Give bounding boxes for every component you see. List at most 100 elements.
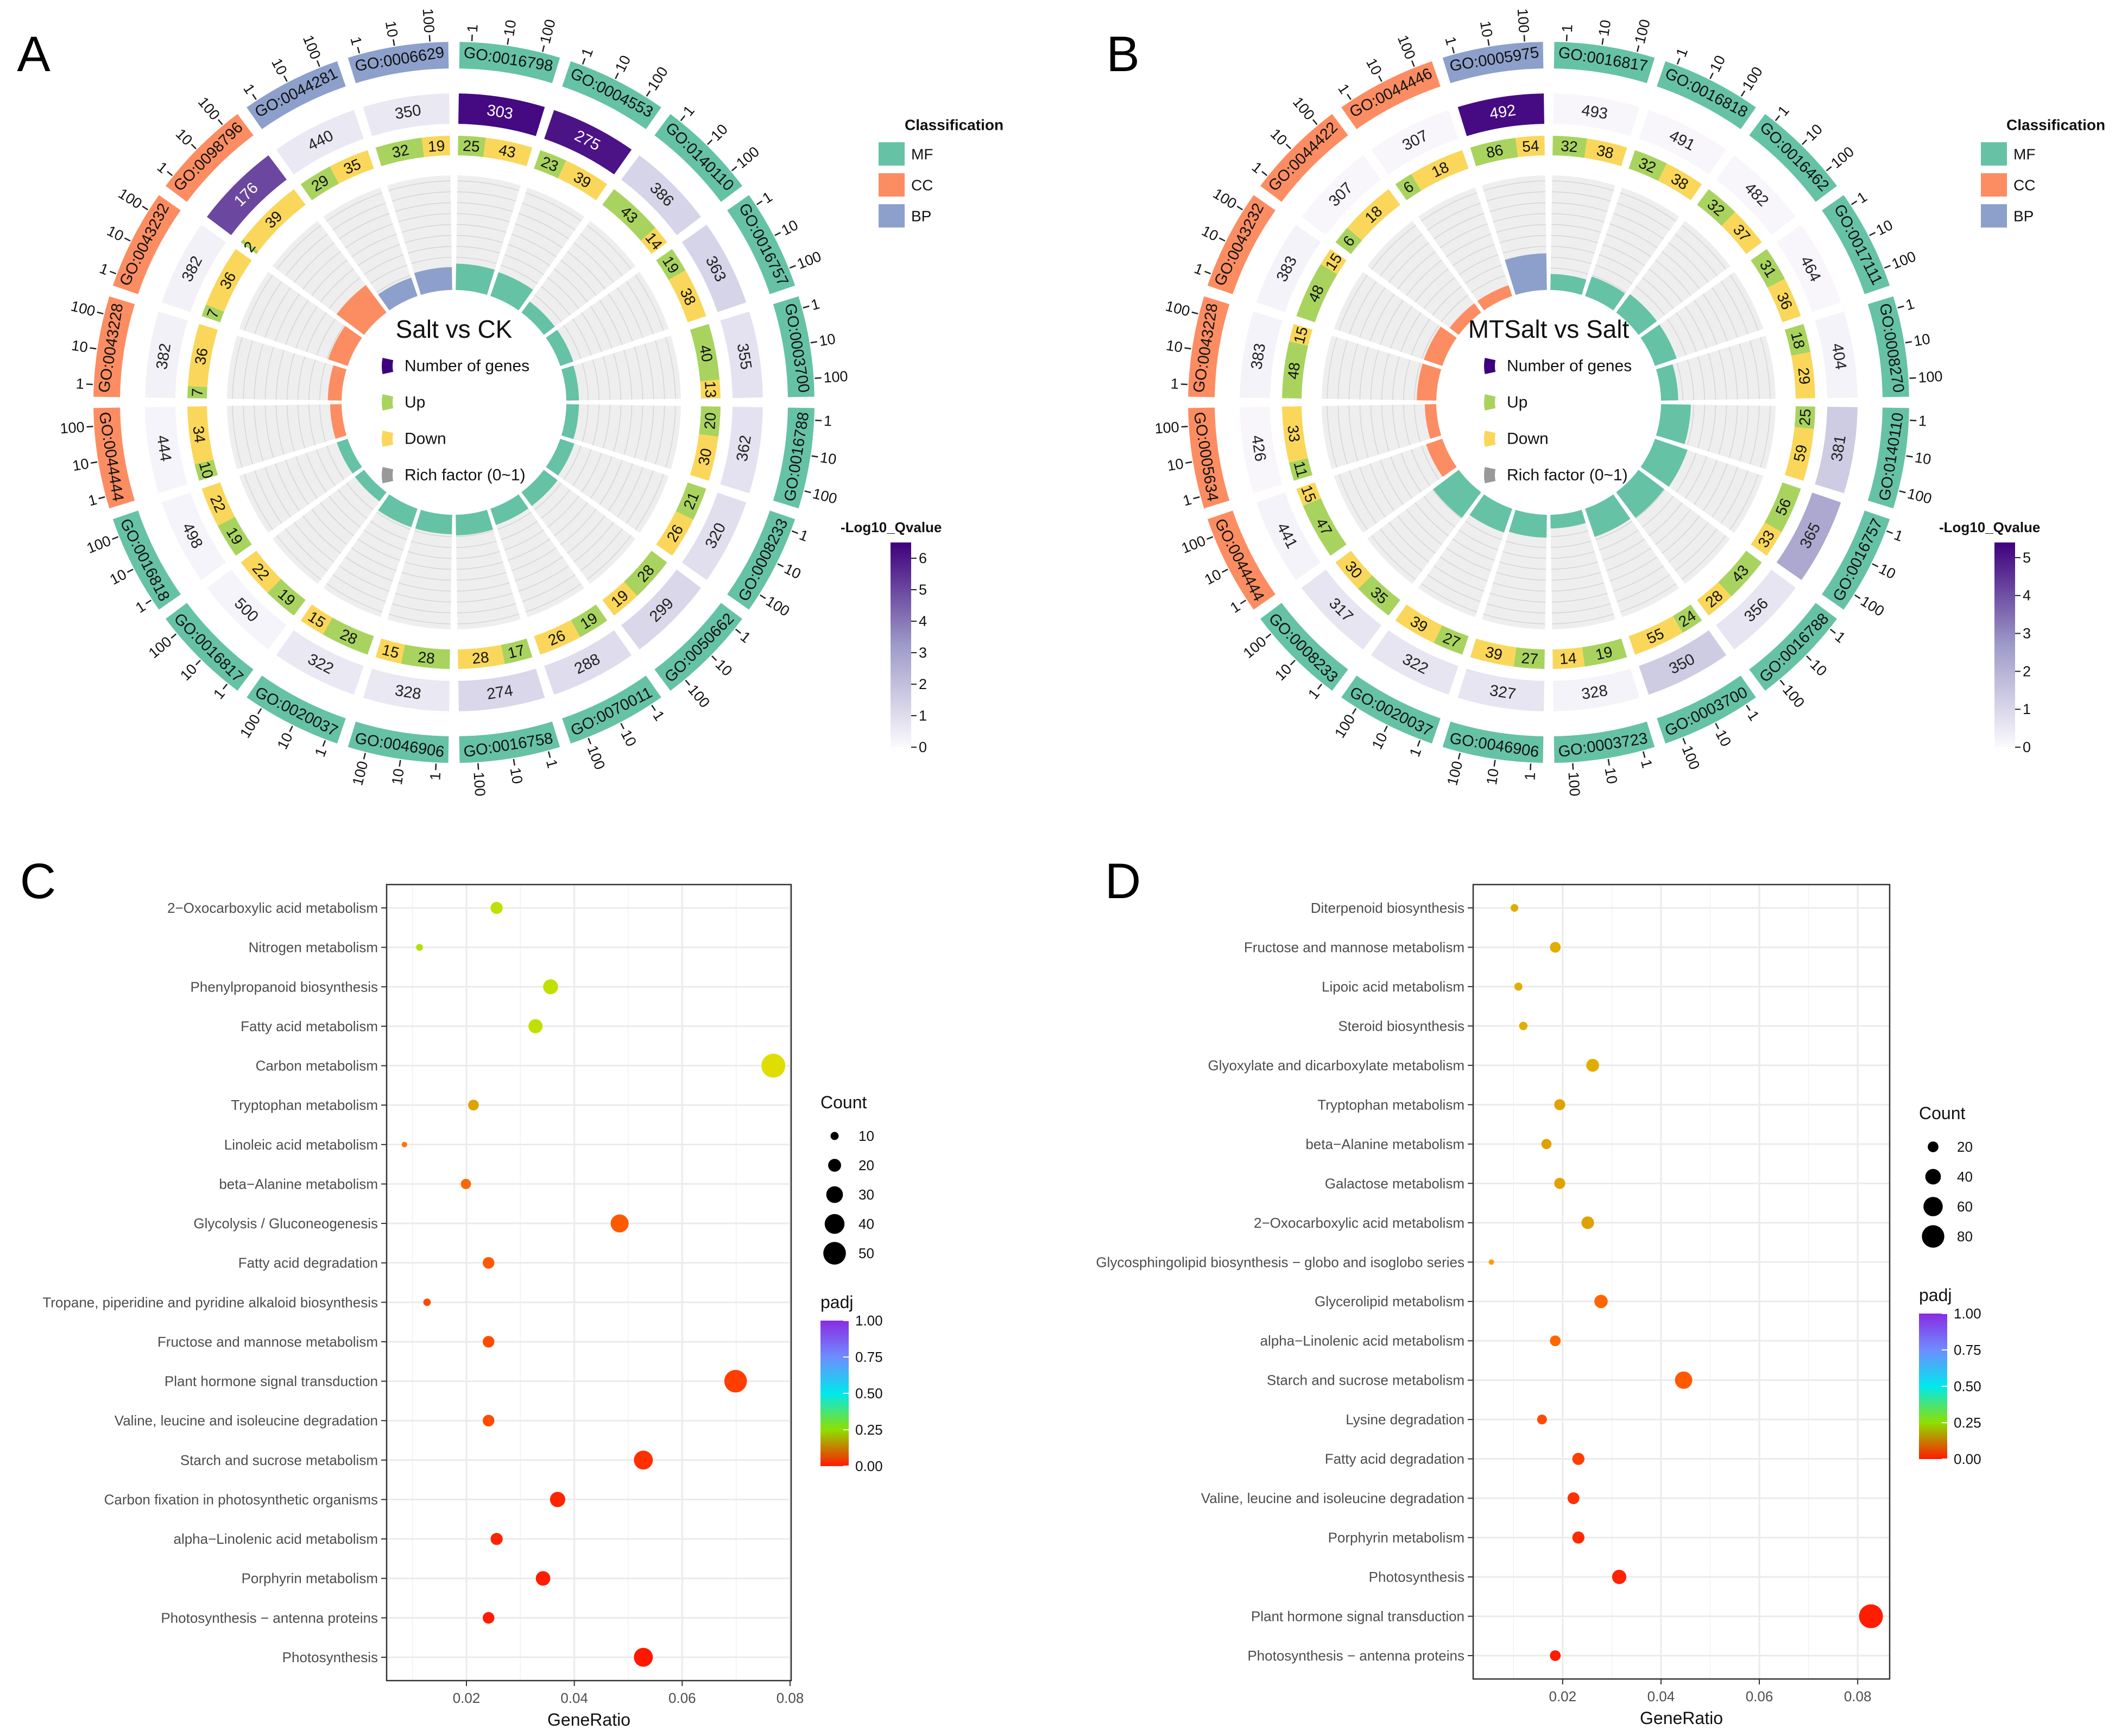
rich-factor-bar [1424, 326, 1457, 366]
rich-factor-gridline [457, 582, 510, 592]
rich-factor-legend-icon [382, 467, 394, 483]
gene-number-segment [720, 407, 763, 494]
go-term-segment [1657, 676, 1756, 744]
rich-factor-gridline [275, 463, 300, 512]
gene-number-label: 327 [1488, 682, 1517, 703]
gene-number-segment [1639, 630, 1727, 695]
go-axis-tick [803, 305, 810, 309]
rich-factor-gridline [511, 547, 557, 571]
classification-label: MF [911, 146, 933, 163]
go-axis-tick [195, 660, 201, 666]
gene-number-segment [276, 110, 364, 175]
rich-factor-gridline [644, 405, 654, 462]
rich-factor-gridline [1414, 404, 1421, 442]
gene-number-segment [206, 155, 287, 235]
up-genes-segment [1395, 174, 1422, 200]
rich-factor-track [546, 272, 669, 366]
go-axis-tick [1487, 39, 1490, 46]
go-axis-tick-label: 10 [104, 223, 126, 244]
go-term-segment [459, 42, 560, 84]
go-axis-tick-label: 1 [1249, 159, 1266, 176]
down-genes-segment [241, 551, 281, 593]
rich-factor-gridline [319, 404, 326, 442]
rich-factor-gridline [1599, 529, 1639, 551]
rich-factor-gridline [1349, 470, 1377, 524]
rich-factor-bar [1585, 494, 1631, 537]
pathway-label: alpha−Linolenic acid metabolism [1260, 1333, 1464, 1349]
rich-factor-gridline [613, 353, 622, 400]
rich-factor-gridline [1349, 281, 1377, 334]
gene-number-segment [621, 570, 702, 650]
down-genes-label: 34 [190, 425, 209, 444]
go-term-segment [1822, 195, 1890, 294]
go-axis-tick-label: 1 [578, 46, 596, 59]
rich-factor-gridline [1760, 406, 1771, 468]
rich-factor-gridline [276, 225, 321, 270]
rich-factor-gridline [456, 235, 503, 243]
up-genes-segment [458, 136, 486, 157]
rich-factor-gridline [1595, 521, 1633, 540]
go-term-segment [1341, 676, 1441, 744]
rich-factor-gridline [1446, 547, 1492, 571]
rich-factor-gridline [525, 192, 582, 222]
rich-factor-gridline [1606, 233, 1651, 257]
go-axis-tick-label: 100 [1632, 17, 1653, 45]
up-genes-label: 25 [1796, 408, 1814, 426]
go-axis-tick [1451, 47, 1455, 54]
down-genes-label: 33 [1284, 424, 1303, 443]
go-axis-tick-label: 10 [818, 331, 837, 350]
up-genes-label: 86 [1485, 141, 1505, 161]
x-axis-title: GeneRatio [1640, 1708, 1723, 1728]
rich-factor-bar [456, 509, 494, 535]
up-genes-segment [1552, 136, 1587, 158]
pathway-label: Porphyrin metabolism [242, 1570, 378, 1587]
go-term-segment [247, 676, 346, 744]
count-legend-dot [1928, 1141, 1939, 1152]
rich-factor-gridline [1729, 274, 1759, 331]
rich-factor-track [561, 336, 681, 401]
go-axis-tick [1317, 683, 1323, 690]
go-axis-tick-label: 100 [60, 419, 85, 437]
rich-factor-gridline [308, 359, 316, 400]
up-genes-label: 25 [462, 137, 480, 155]
rich-factor-gridline [1371, 535, 1416, 580]
go-axis-tick [1872, 563, 1879, 567]
classification-swatch-cc [1981, 173, 2007, 197]
gene-number-label: 328 [394, 682, 422, 703]
down-genes-label: 13 [702, 381, 719, 399]
down-genes-label: 39 [1484, 643, 1504, 664]
rich-factor-gridline [364, 254, 404, 275]
go-axis-tick-label: 100 [584, 743, 609, 772]
rich-factor-gridline [370, 521, 407, 540]
up-genes-segment [699, 406, 721, 437]
go-term-segment [166, 114, 254, 202]
rich-factor-gridline [457, 572, 507, 581]
up-genes-label: 27 [1521, 649, 1539, 667]
rich-factor-gridline [232, 406, 243, 468]
go-axis-tick-label: 100 [645, 64, 671, 93]
go-axis-tick [547, 751, 551, 758]
count-legend-label: 80 [1957, 1228, 1973, 1245]
go-axis-tick [222, 683, 228, 690]
rich-factor-gridline [1327, 337, 1337, 399]
go-term-segment [166, 603, 254, 691]
go-axis-tick [1740, 90, 1746, 97]
down-genes-label: 14 [1559, 649, 1577, 667]
go-axis-tick [191, 143, 197, 149]
padj-tick-label: 0.75 [855, 1349, 883, 1365]
gene-number-label: 303 [485, 102, 514, 123]
up-genes-label: 7 [189, 388, 206, 397]
rich-factor-gridline [1635, 489, 1665, 519]
go-axis-tick [815, 419, 822, 421]
down-genes-segment [1584, 138, 1627, 167]
go-axis-tick [1417, 740, 1421, 747]
rich-factor-bar [1424, 404, 1442, 439]
go-axis-tick [1290, 660, 1296, 666]
gene-number-segment [161, 224, 226, 312]
go-axis-tick-label: 10 [1595, 19, 1614, 37]
go-axis-tick-label: 100 [795, 248, 824, 273]
go-axis-tick-label: 10 [1873, 217, 1896, 238]
go-axis-tick-label: 10 [782, 560, 804, 582]
pathway-label: alpha−Linolenic acid metabolism [173, 1531, 378, 1547]
